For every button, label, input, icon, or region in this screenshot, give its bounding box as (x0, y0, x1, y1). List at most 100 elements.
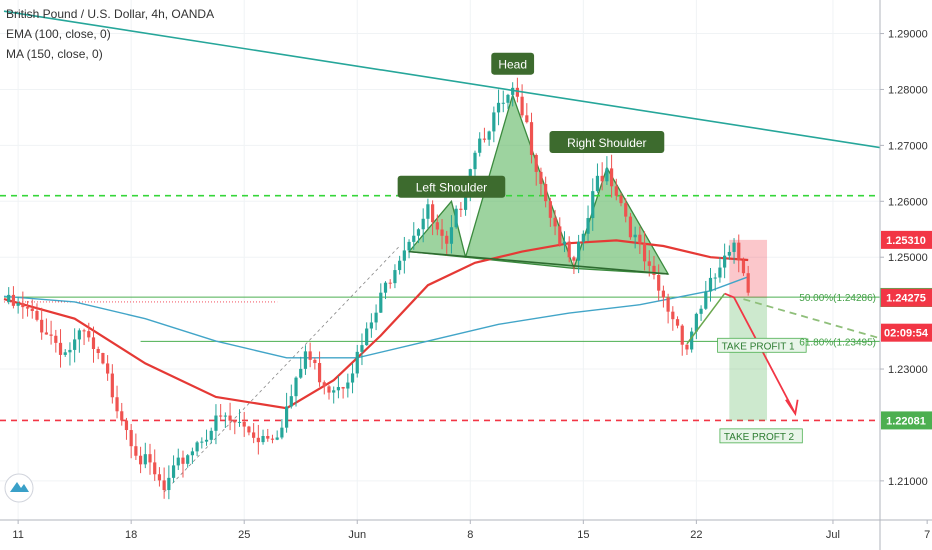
candle (332, 390, 336, 393)
candle (638, 234, 642, 244)
candle (445, 235, 449, 244)
candle (657, 274, 661, 291)
candle (21, 303, 25, 308)
price-tag (881, 288, 932, 307)
candle (675, 319, 680, 326)
candle (529, 122, 534, 155)
candle (741, 260, 746, 274)
candle (553, 217, 557, 227)
candle (25, 307, 30, 309)
y-tick-label: 1.27000 (888, 140, 928, 152)
candle (143, 454, 147, 465)
candle (562, 241, 567, 245)
candle (379, 292, 383, 313)
candle (515, 87, 519, 97)
candle (699, 308, 703, 314)
price-tag (881, 230, 932, 249)
candle (595, 175, 600, 192)
candle (383, 282, 388, 293)
projection-arrow (724, 292, 797, 415)
candle (247, 426, 251, 433)
candle (106, 363, 110, 374)
candle (605, 168, 609, 182)
candle (572, 257, 576, 261)
candle (54, 335, 58, 343)
candle (600, 175, 604, 182)
trendline (3, 10, 880, 149)
candle (463, 192, 468, 210)
candle (261, 436, 265, 443)
candle (577, 241, 581, 261)
candle (289, 396, 293, 407)
candle (327, 386, 331, 393)
candle (223, 415, 227, 417)
candle (407, 241, 411, 251)
candle (256, 437, 260, 443)
candle (416, 229, 421, 236)
candle (534, 154, 538, 172)
candle (685, 344, 689, 350)
candle (266, 436, 270, 439)
price-tag (881, 411, 932, 430)
candle (157, 474, 162, 481)
y-tick-label: 1.29000 (888, 29, 928, 41)
candle (58, 342, 63, 355)
candle (737, 242, 741, 261)
candle (624, 203, 628, 217)
x-tick-label: 18 (125, 529, 137, 541)
candle (609, 168, 614, 187)
candle (713, 277, 717, 279)
candle (628, 216, 633, 238)
candle (567, 241, 571, 258)
candle (421, 218, 425, 230)
candle (209, 430, 213, 440)
candle (153, 462, 157, 475)
candle (449, 227, 454, 244)
candle (478, 138, 482, 153)
candle (746, 273, 750, 293)
fib-connector (163, 245, 400, 493)
tp1-box (717, 337, 807, 353)
candle (252, 432, 256, 438)
legend: British Pound / U.S. Dollar, 4h, OANDA E… (6, 4, 214, 64)
candle (369, 322, 373, 329)
candle (44, 332, 48, 335)
candle (581, 233, 585, 242)
candle (708, 277, 713, 292)
candle (435, 222, 439, 230)
price-tag (881, 323, 932, 342)
projection-arrowhead (785, 399, 799, 417)
ema-100-line (3, 239, 749, 410)
candle (303, 351, 308, 369)
candle (237, 421, 242, 423)
candle (167, 477, 171, 491)
neckline (408, 250, 669, 275)
fib-50-label: 50.00%(1.24286) (799, 293, 876, 304)
tp2-box (719, 428, 803, 444)
candle (101, 352, 105, 364)
logo-icon (10, 482, 29, 492)
candle (402, 250, 406, 261)
candle (680, 325, 684, 345)
candle (548, 201, 552, 218)
pattern-label-box (397, 175, 506, 198)
candle (30, 308, 34, 312)
candle (393, 270, 397, 284)
candle (694, 313, 698, 332)
candle (204, 439, 209, 442)
candle (652, 265, 656, 275)
candle (120, 411, 124, 421)
price-tag-label: 1.25310 (886, 235, 926, 247)
candle (454, 208, 458, 228)
candle (727, 251, 731, 256)
price-tag-label: 1.22081 (886, 415, 926, 427)
candle (346, 382, 350, 389)
candle (181, 457, 185, 464)
candle (661, 290, 665, 298)
x-tick-label: 11 (12, 529, 23, 541)
target-zone (729, 297, 768, 421)
y-tick-label: 1.25000 (888, 252, 928, 264)
ma-150-line (3, 276, 749, 359)
